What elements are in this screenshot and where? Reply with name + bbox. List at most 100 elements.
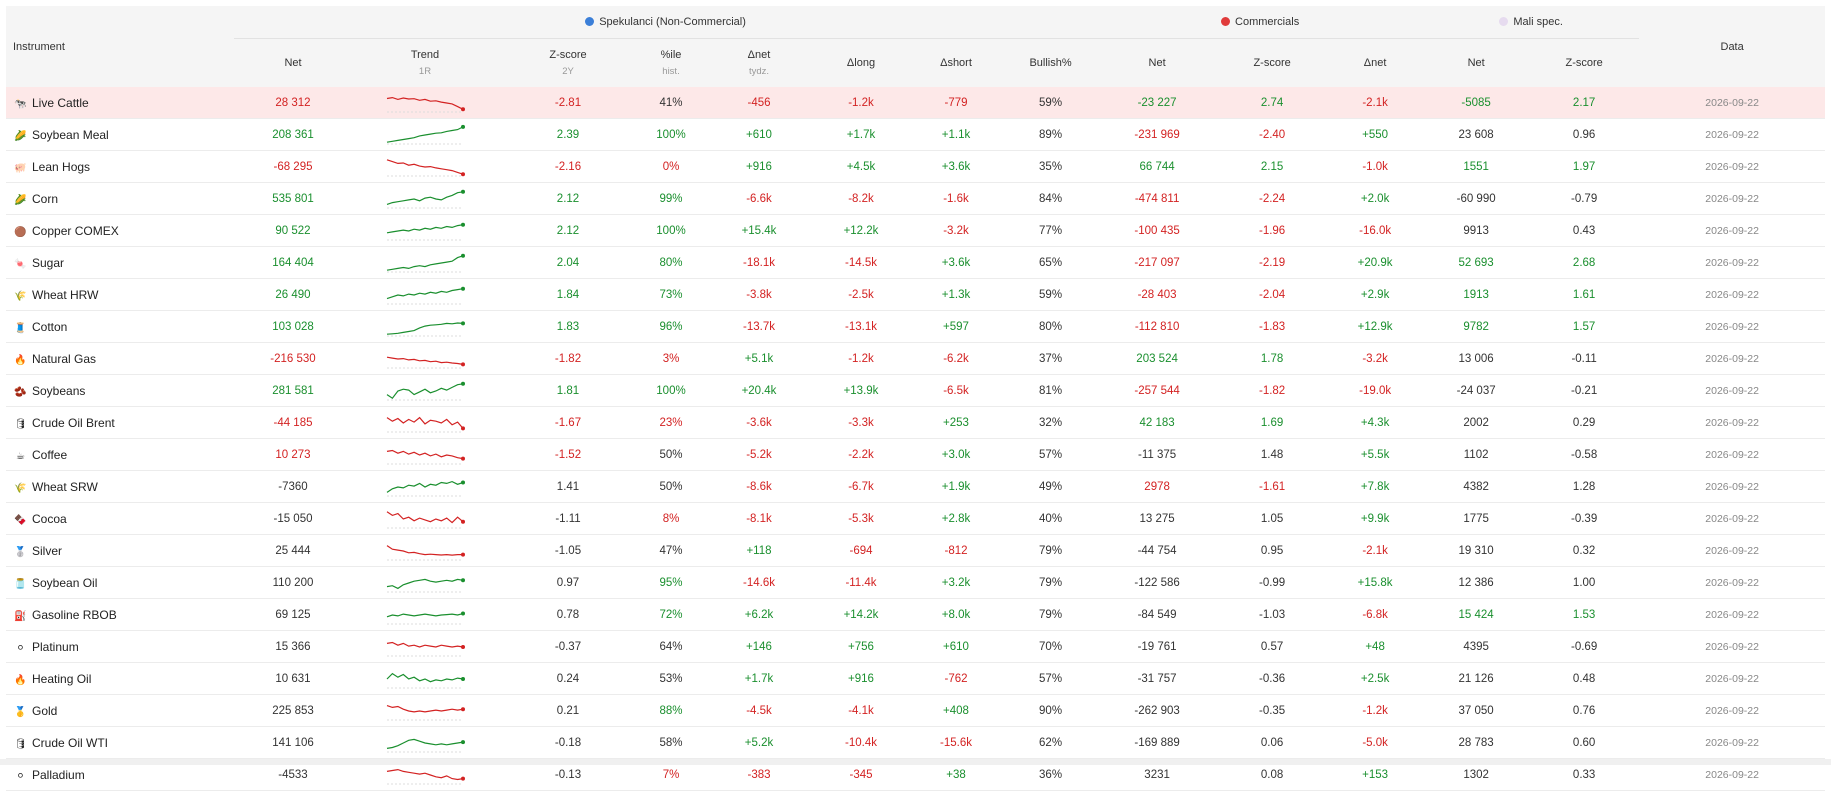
table-row[interactable]: 🔥 Natural Gas -216 530 -1.82 3% +5.1k -1.2k -6.…	[6, 342, 1826, 375]
comm-net-value: 13 275	[1139, 512, 1175, 525]
bullish-value: 59%	[1039, 288, 1063, 301]
date-value: 2026-09-22	[1705, 512, 1759, 525]
zscore-cell: 1.84	[498, 278, 638, 311]
instrument-cell[interactable]: 🌾 Wheat HRW	[6, 278, 234, 311]
comm-net-cell: -112 810	[1097, 310, 1218, 343]
instrument-cell[interactable]: 🥇 Gold	[6, 694, 234, 727]
spec-net-value: 28 312	[275, 96, 311, 109]
comm-zscore-header[interactable]: Z-score	[1217, 38, 1328, 87]
table-row[interactable]: ⚪ Platinum 15 366 -0.37 64% +146 +756 +610 70% -1…	[6, 630, 1826, 663]
instrument-cell[interactable]: 🧵 Cotton	[6, 310, 234, 343]
date-cell: 2026-09-22	[1639, 342, 1826, 375]
trend-last-point	[461, 361, 465, 366]
instrument-cell[interactable]: 🔥 Natural Gas	[6, 342, 234, 375]
spec-net-cell: 225 853	[234, 694, 352, 727]
instrument-cell[interactable]: 🍬 Sugar	[6, 246, 234, 279]
instrument-header[interactable]: Instrument	[6, 6, 234, 87]
spec-net-cell: 10 631	[234, 662, 352, 695]
dlong-header[interactable]: Δlong	[814, 38, 908, 87]
comm-zscore-value: -0.99	[1258, 576, 1286, 589]
instrument-cell[interactable]: ⚪ Platinum	[6, 630, 234, 663]
commodity-icon: 🌽	[14, 130, 27, 142]
instrument-cell[interactable]: ⛽ Gasoline RBOB	[6, 598, 234, 631]
dnet-value: -383	[747, 768, 771, 781]
bullish-value: 35%	[1039, 160, 1063, 173]
instrument-cell[interactable]: 🐖 Lean Hogs	[6, 150, 234, 183]
dshort-cell: +1.9k	[908, 470, 1004, 503]
zscore-value: 1.83	[556, 320, 580, 333]
commodity-icon: 🌾	[14, 290, 27, 302]
trend-header[interactable]: Trend 1R	[352, 38, 498, 87]
date-cell: 2026-09-22	[1639, 470, 1826, 503]
zscore-header[interactable]: Z-score 2Y	[498, 38, 638, 87]
small-net-value: 1102	[1463, 448, 1489, 461]
instrument-cell[interactable]: 🥈 Silver	[6, 534, 234, 567]
small-net-cell: 1102	[1423, 438, 1530, 471]
instrument-cell[interactable]: 🔥 Heating Oil	[6, 662, 234, 695]
table-row[interactable]: 🍫 Cocoa -15 050 -1.11 8% -8.1k -5.3k +2.8k 40% 13…	[6, 502, 1826, 535]
instrument-cell[interactable]: 🫘 Soybeans	[6, 374, 234, 407]
trend-last-point	[461, 286, 465, 291]
instrument-cell[interactable]: 🌾 Wheat SRW	[6, 470, 234, 503]
table-row[interactable]: ☕ Coffee 10 273 -1.52 50% -5.2k -2.2k +3.0k 57% -…	[6, 438, 1826, 471]
table-row[interactable]: ⛽ Gasoline RBOB 69 125 0.78 72% +6.2k +14.2k +8…	[6, 598, 1826, 631]
table-row[interactable]: 🍬 Sugar 164 404 2.04 80% -18.1k -14.5k +3.6k 65%…	[6, 246, 1826, 279]
instrument-cell[interactable]: ☕ Coffee	[6, 438, 234, 471]
small-net-header[interactable]: Net	[1423, 38, 1530, 87]
instrument-cell[interactable]: 🌽 Soybean Meal	[6, 118, 234, 151]
instrument-cell[interactable]: 🍫 Cocoa	[6, 502, 234, 535]
date-cell: 2026-09-22	[1639, 310, 1826, 343]
bullish-header[interactable]: Bullish%	[1004, 38, 1098, 87]
zscore-value: -2.81	[554, 96, 582, 109]
pctile-header[interactable]: %ile hist.	[638, 38, 704, 87]
small-net-cell: 23 608	[1423, 118, 1530, 151]
small-zscore-cell: 1.28	[1529, 470, 1640, 503]
table-row[interactable]: 🐖 Lean Hogs -68 295 -2.16 0% +916 +4.5k +3.6k 35…	[6, 150, 1826, 183]
comm-zscore-value: -1.83	[1258, 320, 1286, 333]
table-row[interactable]: 🌽 Soybean Meal 208 361 2.39 100% +610 +1.7k +1.…	[6, 118, 1826, 151]
table-row[interactable]: 🌾 Wheat SRW -7360 1.41 50% -8.6k -6.7k +1.9k 49%…	[6, 470, 1826, 503]
table-row[interactable]: 🥈 Silver 25 444 -1.05 47% +118 -694 -812 79% -44 …	[6, 534, 1826, 567]
spec-net-value: 10 631	[275, 672, 311, 685]
commodity-icon: 🐖	[14, 162, 27, 174]
dshort-header[interactable]: Δshort	[908, 38, 1004, 87]
small-zscore-header[interactable]: Z-score	[1529, 38, 1640, 87]
table-row[interactable]: 🧵 Cotton 103 028 1.83 96% -13.7k -13.1k +597 80%…	[6, 310, 1826, 343]
instrument-cell[interactable]: 🫙 Soybean Oil	[6, 566, 234, 599]
small-zscore-value: 0.32	[1572, 544, 1596, 557]
table-row[interactable]: 🛢 Crude Oil WTI 141 106 -0.18 58% +5.2k -10.4k…	[6, 726, 1826, 759]
comm-dnet-value: -2.1k	[1362, 96, 1388, 109]
table-row[interactable]: 🫙 Soybean Oil 110 200 0.97 95% -14.6k -11.4k +3…	[6, 566, 1826, 599]
comm-dnet-header[interactable]: Δnet	[1327, 38, 1424, 87]
table-row[interactable]: 🥇 Gold 225 853 0.21 88% -4.5k -4.1k +408 90% -262…	[6, 694, 1826, 727]
dlong-cell: -10.4k	[814, 726, 908, 759]
bullish-value: 84%	[1039, 192, 1063, 205]
dlong-value: +13.9k	[843, 384, 879, 397]
comm-zscore-cell: -1.82	[1217, 374, 1328, 407]
table-row[interactable]: 🛢 Crude Oil Brent -44 185 -1.67 23% -3.6k -3.3…	[6, 406, 1826, 439]
date-header[interactable]: Data	[1639, 6, 1826, 87]
dnet-header[interactable]: Δnet tydz.	[704, 38, 814, 87]
zscore-cell: 2.39	[498, 118, 638, 151]
instrument-cell[interactable]: 🌽 Corn	[6, 182, 234, 215]
table-row[interactable]: 🌽 Corn 535 801 2.12 99% -6.6k -8.2k -1.6k 84% -47…	[6, 182, 1826, 215]
comm-zscore-value: -2.04	[1258, 288, 1286, 301]
horizontal-scrollbar[interactable]	[0, 759, 1831, 765]
dnet-value: -8.1k	[746, 512, 772, 525]
instrument-cell[interactable]: 🟤 Copper COMEX	[6, 214, 234, 247]
comm-dnet-value: -1.2k	[1362, 704, 1388, 717]
spec-net-header[interactable]: Net	[234, 38, 352, 87]
date-cell: 2026-09-22	[1639, 694, 1826, 727]
comm-net-header[interactable]: Net	[1097, 38, 1218, 87]
instrument-cell[interactable]: 🛢 Crude Oil WTI	[6, 726, 234, 759]
instrument-cell[interactable]: 🐄 Live Cattle	[6, 87, 234, 119]
spec-net-value: 69 125	[275, 608, 311, 621]
table-row[interactable]: 🟤 Copper COMEX 90 522 2.12 100% +15.4k +12.2k -…	[6, 214, 1826, 247]
table-row[interactable]: 🐄 Live Cattle 28 312 -2.81 41% -456 -1.2k -779 5…	[6, 87, 1826, 119]
trend-cell	[352, 438, 498, 471]
instrument-cell[interactable]: 🛢 Crude Oil Brent	[6, 406, 234, 439]
table-row[interactable]: 🫘 Soybeans 281 581 1.81 100% +20.4k +13.9k -6.5…	[6, 374, 1826, 407]
spec-net-cell: 15 366	[234, 630, 352, 663]
table-row[interactable]: 🌾 Wheat HRW 26 490 1.84 73% -3.8k -2.5k +1.3k 59…	[6, 278, 1826, 311]
table-row[interactable]: 🔥 Heating Oil 10 631 0.24 53% +1.7k +916 -762 57…	[6, 662, 1826, 695]
